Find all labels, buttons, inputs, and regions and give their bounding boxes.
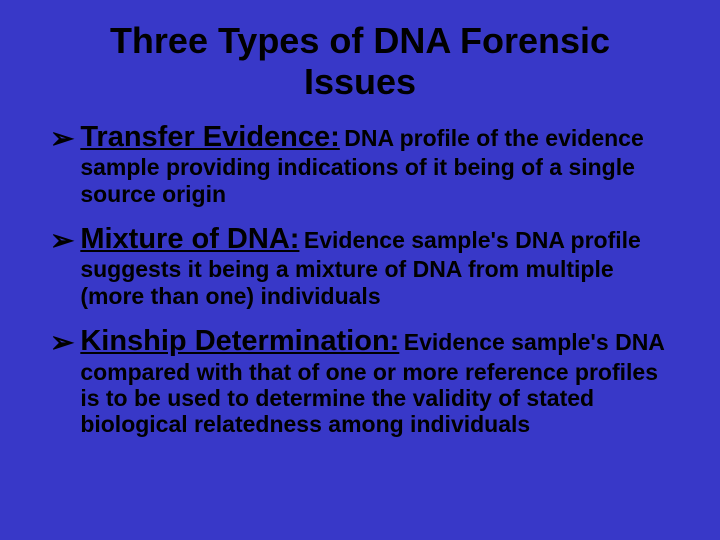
bullet-heading: Transfer Evidence:	[80, 121, 340, 153]
bullet-heading: Mixture of DNA:	[80, 223, 299, 255]
bullet-heading: Kinship Determination:	[80, 325, 399, 357]
bullet-item-3: ➢ Kinship Determination: Evidence sample…	[50, 325, 670, 438]
bullet-marker-icon: ➢	[50, 223, 74, 258]
bullet-item-1: ➢ Transfer Evidence: DNA profile of the …	[50, 121, 670, 207]
bullet-content: Mixture of DNA: Evidence sample's DNA pr…	[80, 223, 670, 309]
bullet-item-2: ➢ Mixture of DNA: Evidence sample's DNA …	[50, 223, 670, 309]
bullet-marker-icon: ➢	[50, 325, 74, 360]
bullet-content: Kinship Determination: Evidence sample's…	[80, 325, 670, 438]
bullet-marker-icon: ➢	[50, 121, 74, 156]
slide-title: Three Types of DNA Forensic Issues	[50, 20, 670, 103]
bullet-content: Transfer Evidence: DNA profile of the ev…	[80, 121, 670, 207]
